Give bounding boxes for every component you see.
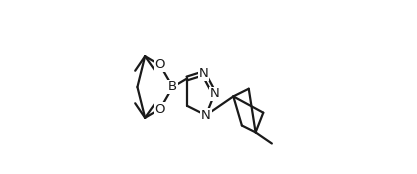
Text: O: O bbox=[154, 58, 165, 71]
Text: O: O bbox=[154, 103, 165, 116]
Text: N: N bbox=[198, 67, 208, 80]
Text: N: N bbox=[210, 87, 219, 100]
Text: N: N bbox=[201, 109, 211, 122]
Text: B: B bbox=[168, 81, 177, 93]
